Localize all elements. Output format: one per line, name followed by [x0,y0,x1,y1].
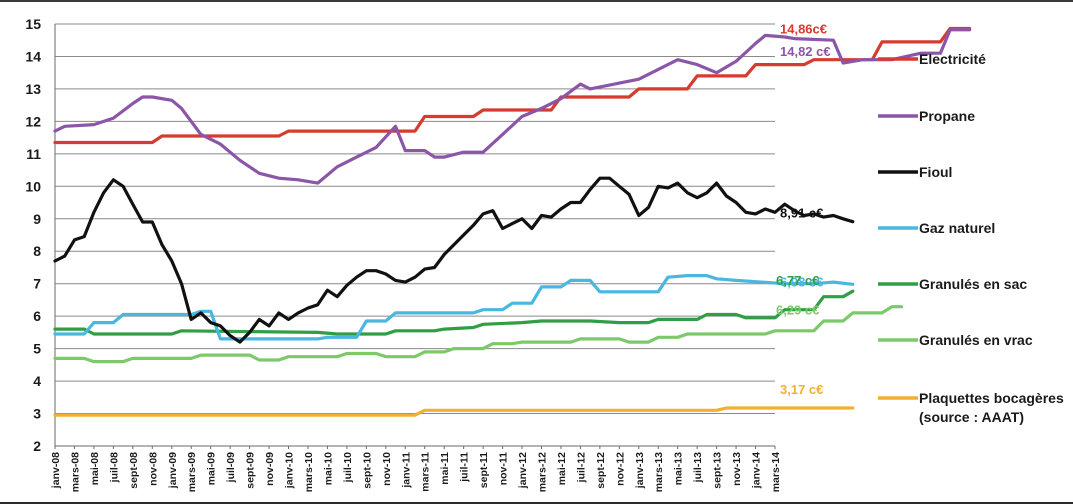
y-tick-label: 7 [33,276,41,292]
y-tick-label: 14 [25,48,41,64]
x-tick-label: janv-08 [50,452,62,489]
y-tick-label: 13 [25,81,41,97]
x-tick-label: juil-09 [225,452,237,484]
x-tick-label: nov-08 [147,452,159,486]
x-tick-label: juil-10 [342,452,354,484]
x-tick-label: sept-11 [478,452,490,488]
x-tick-label: mai-11 [439,452,451,485]
x-tick-label: sept-13 [712,452,724,489]
y-tick-label: 2 [33,438,41,454]
legend-item: Granulés en sac [878,276,1027,292]
legend-label: Gaz naturel [919,220,995,236]
axes [54,24,775,447]
x-tick-label: mars-08 [69,452,81,492]
legend-item: Granulés en vrac [878,332,1033,348]
legend-label: Granulés en vrac [919,332,1033,348]
x-tick-label: mai-08 [89,452,101,485]
y-tick-label: 5 [33,341,41,357]
series-line-granulés [53,305,904,364]
x-tick-label: juil-13 [692,452,704,484]
series-line-propane [53,28,972,185]
y-tick-label: 11 [26,146,41,162]
x-tick-label: janv-12 [517,452,529,489]
x-tick-label: mars-09 [186,452,198,492]
y-tick-label: 9 [33,211,41,227]
x-tick-label: janv-10 [284,452,296,489]
legend-item: Gaz naturel [878,220,995,236]
x-tick-label: nov-12 [614,452,626,486]
x-tick-label: juil-12 [575,452,587,484]
grid-lines [55,23,775,415]
x-tick-label: nov-11 [498,452,510,485]
legend-item: Electricité [878,51,986,67]
end-value-label: 8,91 c€ [780,206,823,221]
legend: Electricité Propane Fioul Gaz naturel Granul… [878,51,1064,425]
series-lines [53,26,972,417]
y-tick-label: 8 [33,243,41,259]
x-tick-label: mai-09 [206,452,218,485]
legend-label: Granulés en sac [919,276,1027,292]
end-value-labels: 14,86c€ 14,82 c€ 8,91 c€ 6,98 c€6,77 c€ 6,29… [776,22,831,397]
y-tick-label: 3 [33,406,41,422]
series-line-electricité [53,26,972,145]
legend-label: Fioul [919,164,952,180]
y-tick-label: 6 [33,308,41,324]
end-value-label: 14,86c€ [780,22,827,37]
x-tick-label: mars-12 [536,452,548,492]
x-tick-label: nov-13 [731,452,743,486]
x-tick-label: sept-08 [128,452,140,489]
y-axis-tick-labels: 2 3 4 5 6 7 8 9 10 11 12 13 14 15 [25,16,41,454]
y-tick-label: 4 [33,373,41,389]
x-tick-label: sept-09 [245,452,257,489]
series-line-gaz [53,274,855,341]
x-tick-label: juil-08 [108,452,120,484]
series-line-granulés [53,289,855,336]
end-value-label: 3,17 c€ [780,382,823,397]
x-tick-label: mars-10 [303,452,315,492]
x-tick-label: janv-11 [400,452,412,489]
end-value-label: 6,98 c€ [780,274,823,289]
x-tick-label: mars-14 [770,452,782,492]
end-value-label: 14,82 c€ [780,44,831,59]
x-tick-label: mai-12 [556,452,568,485]
x-tick-label: nov-09 [264,452,276,486]
x-tick-label: juil-11 [459,452,471,483]
x-tick-label: sept-10 [361,452,373,489]
legend-label: Propane [919,108,975,124]
legend-item: Fioul [878,164,952,180]
x-tick-label: janv-09 [167,452,179,489]
end-value-label: 6,77 c€ [776,273,819,288]
x-tick-label: mars-13 [653,452,665,492]
x-tick-label: mai-13 [673,452,685,485]
x-tick-label: mars-11 [420,452,432,492]
y-tick-label: 15 [25,16,41,32]
y-tick-label: 10 [25,178,41,194]
x-tick-label: nov-10 [381,452,393,486]
x-tick-label: janv-14 [751,452,763,489]
series-line-fioul [53,176,855,344]
legend-label-sub: (source : AAAT) [919,409,1024,425]
legend-item: Propane [878,108,975,124]
x-axis-tick-labels: janv-08 mars-08 mai-08 juil-08 sept-08 nov-08… [50,446,782,492]
x-tick-label: mai-10 [322,452,334,485]
x-tick-label: sept-12 [595,452,607,489]
series-line-plaquettes [53,406,855,417]
end-value-label: 6,29 c€ [776,303,819,318]
x-tick-label: janv-13 [634,452,646,489]
legend-item: Plaquettes bocagères (source : AAAT) [878,390,1064,425]
legend-label: Plaquettes bocagères [919,390,1064,406]
y-tick-label: 12 [25,113,41,129]
legend-label: Electricité [919,51,986,67]
